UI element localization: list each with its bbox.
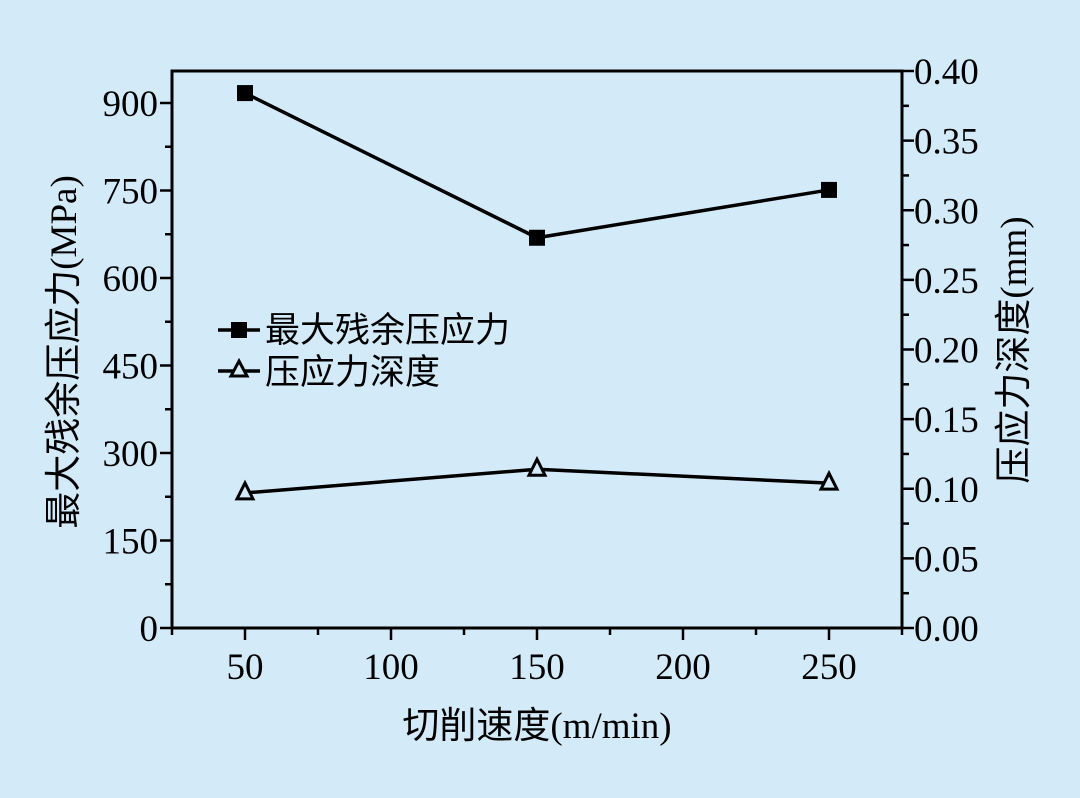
open-triangle-marker-icon — [234, 479, 256, 501]
y2-tick-label: 0.10 — [914, 470, 979, 511]
x-tick-label: 250 — [801, 647, 857, 688]
legend: 最大残余压应力 压应力深度 — [218, 311, 510, 392]
y2-tick-label: 0.00 — [914, 609, 979, 650]
x-tick-label: 50 — [227, 647, 264, 688]
open-triangle-marker-icon — [526, 455, 548, 477]
y-tick-labels: 0 150 300 450 600 750 900 — [103, 84, 159, 650]
y2-tick-label: 0.25 — [914, 261, 979, 302]
series-lines — [234, 85, 840, 501]
y-tick-label: 750 — [103, 172, 159, 213]
y2-tick-labels: 0.00 0.05 0.10 0.15 0.20 0.25 0.30 0.35 0.40 — [914, 52, 979, 650]
open-triangle-marker-icon — [228, 357, 250, 378]
y-tick-label: 900 — [103, 84, 159, 125]
legend-item-depth: 压应力深度 — [218, 353, 440, 392]
filled-square-marker-icon — [529, 229, 545, 246]
x-tick-label: 100 — [363, 647, 419, 688]
x-tick-labels: 50 100 150 200 250 — [227, 647, 857, 688]
x-tick-label: 150 — [509, 647, 565, 688]
legend-label: 压应力深度 — [265, 353, 440, 392]
y2-tick-label: 0.30 — [914, 191, 979, 232]
y-tick-label: 600 — [103, 259, 159, 300]
y2-tick-label: 0.40 — [914, 52, 979, 93]
open-triangle-marker-icon — [818, 469, 840, 491]
y-tick-label: 300 — [103, 434, 159, 475]
y-tick-label: 450 — [103, 347, 159, 388]
y2-tick-label: 0.35 — [914, 122, 979, 163]
x-tick-label: 200 — [655, 647, 711, 688]
y-axis-title: 最大残余压应力(MPa) — [43, 175, 85, 529]
y2-tick-label: 0.20 — [914, 331, 979, 372]
y2-axis-title: 压应力深度(mm) — [993, 216, 1035, 483]
filled-square-marker-icon — [821, 181, 837, 198]
axis-ticks — [160, 69, 914, 640]
y2-tick-label: 0.15 — [914, 400, 979, 441]
y-tick-label: 0 — [140, 609, 159, 650]
filled-square-marker-icon — [231, 322, 247, 338]
y-tick-label: 150 — [103, 522, 159, 563]
y2-tick-label: 0.05 — [914, 539, 979, 580]
x-axis-title: 切削速度(m/min) — [402, 705, 671, 747]
filled-square-marker-icon — [237, 85, 253, 102]
legend-item-max-stress: 最大残余压应力 — [218, 311, 510, 350]
legend-label: 最大残余压应力 — [265, 311, 510, 350]
